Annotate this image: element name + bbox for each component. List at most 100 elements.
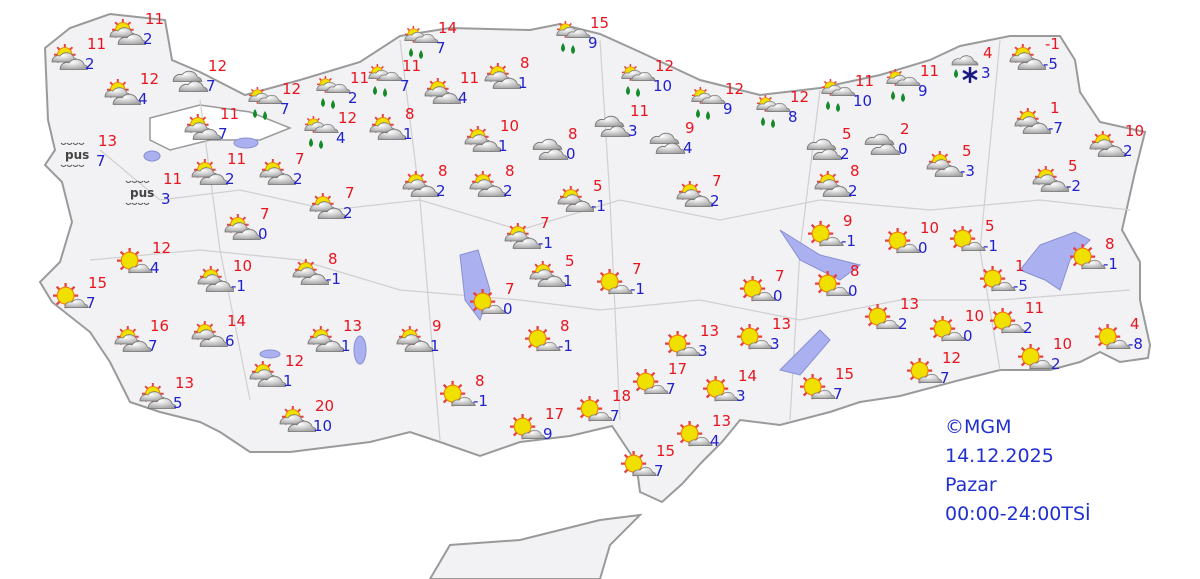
min-temp: 2 [710, 192, 720, 210]
cloudy-icon [864, 133, 901, 155]
partly-cloudy-icon [279, 405, 316, 432]
max-temp: 20 [315, 397, 335, 415]
station: 12 10 [621, 58, 674, 97]
partly-cloudy-icon [1014, 107, 1051, 134]
max-temp: 7 [260, 205, 270, 223]
min-temp: 2 [436, 182, 446, 200]
min-temp: 2 [848, 182, 858, 200]
partly-cloudy-icon [224, 213, 261, 240]
min-temp: 7 [96, 152, 106, 170]
partly-cloudy-icon [191, 158, 228, 185]
station: 13 3 [735, 316, 791, 352]
min-temp: 1 [403, 125, 413, 143]
station: 12 7 [172, 58, 227, 94]
min-temp: 0 [963, 327, 973, 345]
rain-icon [691, 87, 726, 120]
partly-cloudy-icon [676, 180, 713, 207]
mostly-sunny-icon [508, 412, 546, 441]
min-temp: 4 [336, 129, 346, 147]
max-temp: 7 [775, 267, 785, 285]
station: 20 10 [279, 398, 334, 434]
min-temp: 5 [173, 394, 183, 412]
max-temp: 8 [438, 162, 448, 180]
min-temp: 3 [698, 342, 708, 360]
partly-cloudy-icon [104, 78, 141, 105]
map-legend: ©MGM 14.12.2025 Pazar 00:00-24:00TSİ [945, 413, 1091, 529]
rain-icon [621, 64, 656, 97]
station: 5 -1 [557, 178, 606, 214]
station: 11 2 [51, 36, 106, 72]
min-temp: -1 [1103, 255, 1118, 273]
min-temp: 2 [840, 145, 850, 163]
min-temp: 7 [86, 294, 96, 312]
max-temp: 5 [985, 217, 995, 235]
partly-cloudy-icon [307, 325, 344, 352]
min-temp: 0 [898, 140, 908, 158]
min-temp: 2 [348, 89, 358, 107]
rain-icon [368, 64, 403, 97]
partly-cloudy-icon [51, 43, 88, 70]
partly-cloudy-icon [114, 325, 151, 352]
rain-snow-icon [951, 55, 979, 83]
fog-icon: pus [60, 142, 89, 167]
max-temp: 8 [405, 105, 415, 123]
max-temp: 11 [220, 105, 240, 123]
min-temp: -1 [983, 237, 998, 255]
mostly-sunny-icon [1068, 242, 1106, 271]
min-temp: 7 [148, 337, 158, 355]
min-temp: 2 [1023, 319, 1033, 337]
station: 16 7 [114, 318, 169, 354]
station: 17 9 [508, 406, 564, 442]
mostly-sunny-icon [806, 219, 844, 248]
min-temp: 7 [436, 39, 446, 57]
max-temp: 10 [920, 219, 940, 237]
partly-cloudy-icon [396, 325, 433, 352]
max-temp: 13 [772, 315, 792, 333]
min-temp: 3 [161, 190, 171, 208]
partly-cloudy-icon [1009, 43, 1046, 70]
station: 1 -7 [1014, 100, 1063, 136]
min-temp: 0 [773, 287, 783, 305]
mostly-sunny-icon [905, 356, 943, 385]
mostly-sunny-icon [928, 314, 966, 343]
station: 5 -1 [948, 218, 998, 254]
max-temp: 8 [475, 372, 485, 390]
min-temp: 2 [85, 55, 95, 73]
partly-cloudy-icon [926, 150, 963, 177]
mostly-sunny-icon [948, 224, 986, 253]
partly-cloudy-icon [369, 113, 406, 140]
max-temp: 11 [163, 170, 183, 188]
min-temp: 1 [430, 337, 440, 355]
max-temp: 14 [227, 312, 247, 330]
min-temp: 3 [736, 387, 746, 405]
min-temp: -1 [630, 280, 645, 298]
partly-cloudy-icon [139, 382, 176, 409]
station: 12 7 [248, 81, 301, 120]
station: 14 7 [404, 20, 457, 59]
min-temp: 7 [940, 369, 950, 387]
station: 11 7 [184, 106, 239, 142]
mostly-sunny-icon [738, 274, 776, 303]
station: 4 -8 [1093, 316, 1143, 352]
mostly-sunny-icon [468, 287, 506, 316]
rain-icon [404, 26, 439, 59]
rain-icon [316, 76, 351, 109]
station: 5 -2 [1032, 158, 1081, 194]
partly-cloudy-icon [402, 170, 439, 197]
max-temp: 12 [790, 88, 810, 106]
rain-icon [821, 79, 856, 112]
min-temp: 2 [898, 315, 908, 333]
partly-cloudy-icon [292, 258, 329, 285]
min-temp: 9 [543, 425, 553, 443]
forecast-day: Pazar [945, 474, 997, 496]
max-temp: 8 [1105, 235, 1115, 253]
land-cyprus [428, 513, 643, 579]
min-temp: 0 [503, 300, 513, 318]
min-temp: -1 [591, 197, 606, 215]
mostly-sunny-icon [988, 306, 1026, 335]
